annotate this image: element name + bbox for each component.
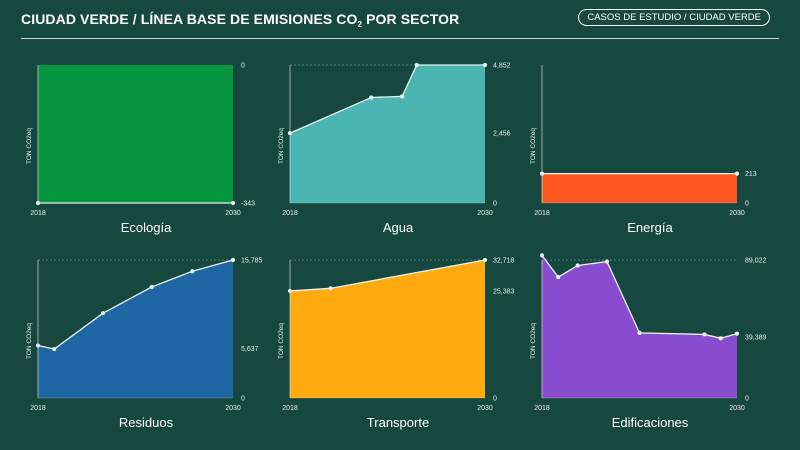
chart-panel-ecologia: 0 -343 2018 2030 TON CO2eq Ecología	[21, 50, 271, 245]
chart-panel-transporte: 32,718 25,383 0 2018 2030 TON CO2eq Transport…	[273, 245, 523, 440]
x-tick-label: 2018	[30, 405, 46, 412]
y-axis-label: TON CO2eq	[278, 323, 285, 359]
x-tick-label: 2030	[225, 210, 241, 217]
y-tick-label: 0	[493, 201, 497, 208]
y-tick-label: -343	[241, 201, 255, 208]
chart-agua: 4,852 2,456 0 2018 2030 TON CO2eq	[278, 62, 511, 218]
y-axis-label: TON CO2eq	[530, 128, 537, 164]
data-point	[734, 171, 740, 176]
chart-title: Agua	[382, 220, 414, 235]
data-point	[604, 259, 610, 264]
area-series	[38, 65, 233, 203]
chart-energia: 213 0 2018 2030 TON CO2eq	[530, 65, 757, 217]
area-series	[290, 65, 485, 203]
area-series	[290, 260, 485, 398]
y-tick-label: 2,456	[493, 131, 511, 138]
chart-title: Edificaciones	[611, 415, 689, 430]
y-tick-label: 32,718	[493, 258, 515, 265]
y-tick-label: 213	[745, 171, 757, 178]
y-tick-label: 5,637	[241, 346, 259, 353]
page-title: CIUDAD VERDE / LÍNEA BASE DE EMISIONES C…	[21, 11, 460, 29]
chart-title: Energía	[627, 220, 673, 235]
chart-panel-residuos: 15,785 5,637 0 2018 2030 TON CO2eq Residuos	[21, 245, 271, 440]
chart-edificaciones: 89,022 39,389 0 2018 2030 TON CO2eq	[530, 253, 767, 412]
y-axis-label: TON CO2eq	[26, 323, 33, 359]
y-tick-label: 0	[745, 201, 749, 208]
data-point	[575, 263, 580, 268]
area-series	[542, 173, 737, 203]
y-tick-label: 0	[241, 396, 245, 403]
data-point	[482, 257, 488, 263]
data-point	[400, 94, 405, 99]
chart-ecologia: 0 -343 2018 2030 TON CO2eq	[26, 63, 255, 218]
x-tick-label: 2030	[225, 405, 241, 412]
chart-title: Residuos	[118, 415, 174, 430]
data-point	[556, 274, 561, 280]
y-tick-label: 0	[745, 396, 749, 403]
data-point	[230, 257, 236, 263]
y-tick-label: 15,785	[241, 258, 263, 265]
y-axis-label: TON CO2eq	[26, 128, 33, 164]
data-point	[52, 346, 57, 352]
x-tick-label: 2018	[534, 210, 550, 217]
data-point	[734, 331, 740, 336]
header-divider	[21, 38, 779, 39]
y-tick-label: 4,852	[493, 63, 511, 70]
data-point	[482, 62, 488, 68]
area-series	[38, 260, 233, 398]
x-tick-label: 2018	[30, 210, 46, 217]
y-tick-label: 0	[241, 63, 245, 70]
y-tick-label: 0	[493, 396, 497, 403]
data-point	[702, 332, 707, 337]
x-tick-label: 2030	[729, 405, 745, 412]
series-line	[37, 259, 234, 350]
data-point	[637, 330, 642, 335]
chart-title: Ecología	[120, 220, 172, 235]
chart-title: Transporte	[366, 415, 430, 430]
data-point	[149, 284, 154, 290]
chart-residuos: 15,785 5,637 0 2018 2030 TON CO2eq	[26, 257, 263, 413]
y-axis-label: TON CO2eq	[530, 323, 537, 359]
area-series	[542, 255, 737, 398]
x-tick-label: 2030	[477, 210, 493, 217]
data-point	[369, 95, 374, 100]
y-tick-label: 89,022	[745, 258, 767, 265]
x-tick-label: 2018	[282, 210, 298, 217]
x-tick-label: 2018	[282, 405, 298, 412]
x-tick-label: 2030	[477, 405, 493, 412]
chart-panel-agua: 4,852 2,456 0 2018 2030 TON CO2eq Agua	[273, 50, 523, 245]
data-point	[328, 286, 333, 291]
data-point	[539, 253, 545, 258]
y-tick-label: 25,383	[493, 288, 515, 295]
data-point	[718, 336, 723, 341]
data-point	[414, 62, 419, 68]
chart-panel-energia: 213 0 2018 2030 TON CO2eq Energía	[525, 50, 775, 245]
y-axis-label: TON CO2eq	[278, 128, 285, 164]
y-tick-label: 39,389	[745, 334, 767, 341]
chart-transporte: 32,718 25,383 0 2018 2030 TON CO2eq	[278, 257, 515, 413]
case-study-badge[interactable]: CASOS DE ESTUDIO / CIUDAD VERDE	[578, 9, 770, 26]
data-point	[190, 269, 195, 274]
series-line	[541, 254, 738, 339]
header: CIUDAD VERDE / LÍNEA BASE DE EMISIONES C…	[0, 0, 800, 38]
x-tick-label: 2030	[729, 210, 745, 217]
x-tick-label: 2018	[534, 405, 550, 412]
data-point	[100, 311, 106, 316]
chart-panel-edificaciones: 89,022 39,389 0 2018 2030 TON CO2eq Edificaci…	[525, 245, 775, 440]
